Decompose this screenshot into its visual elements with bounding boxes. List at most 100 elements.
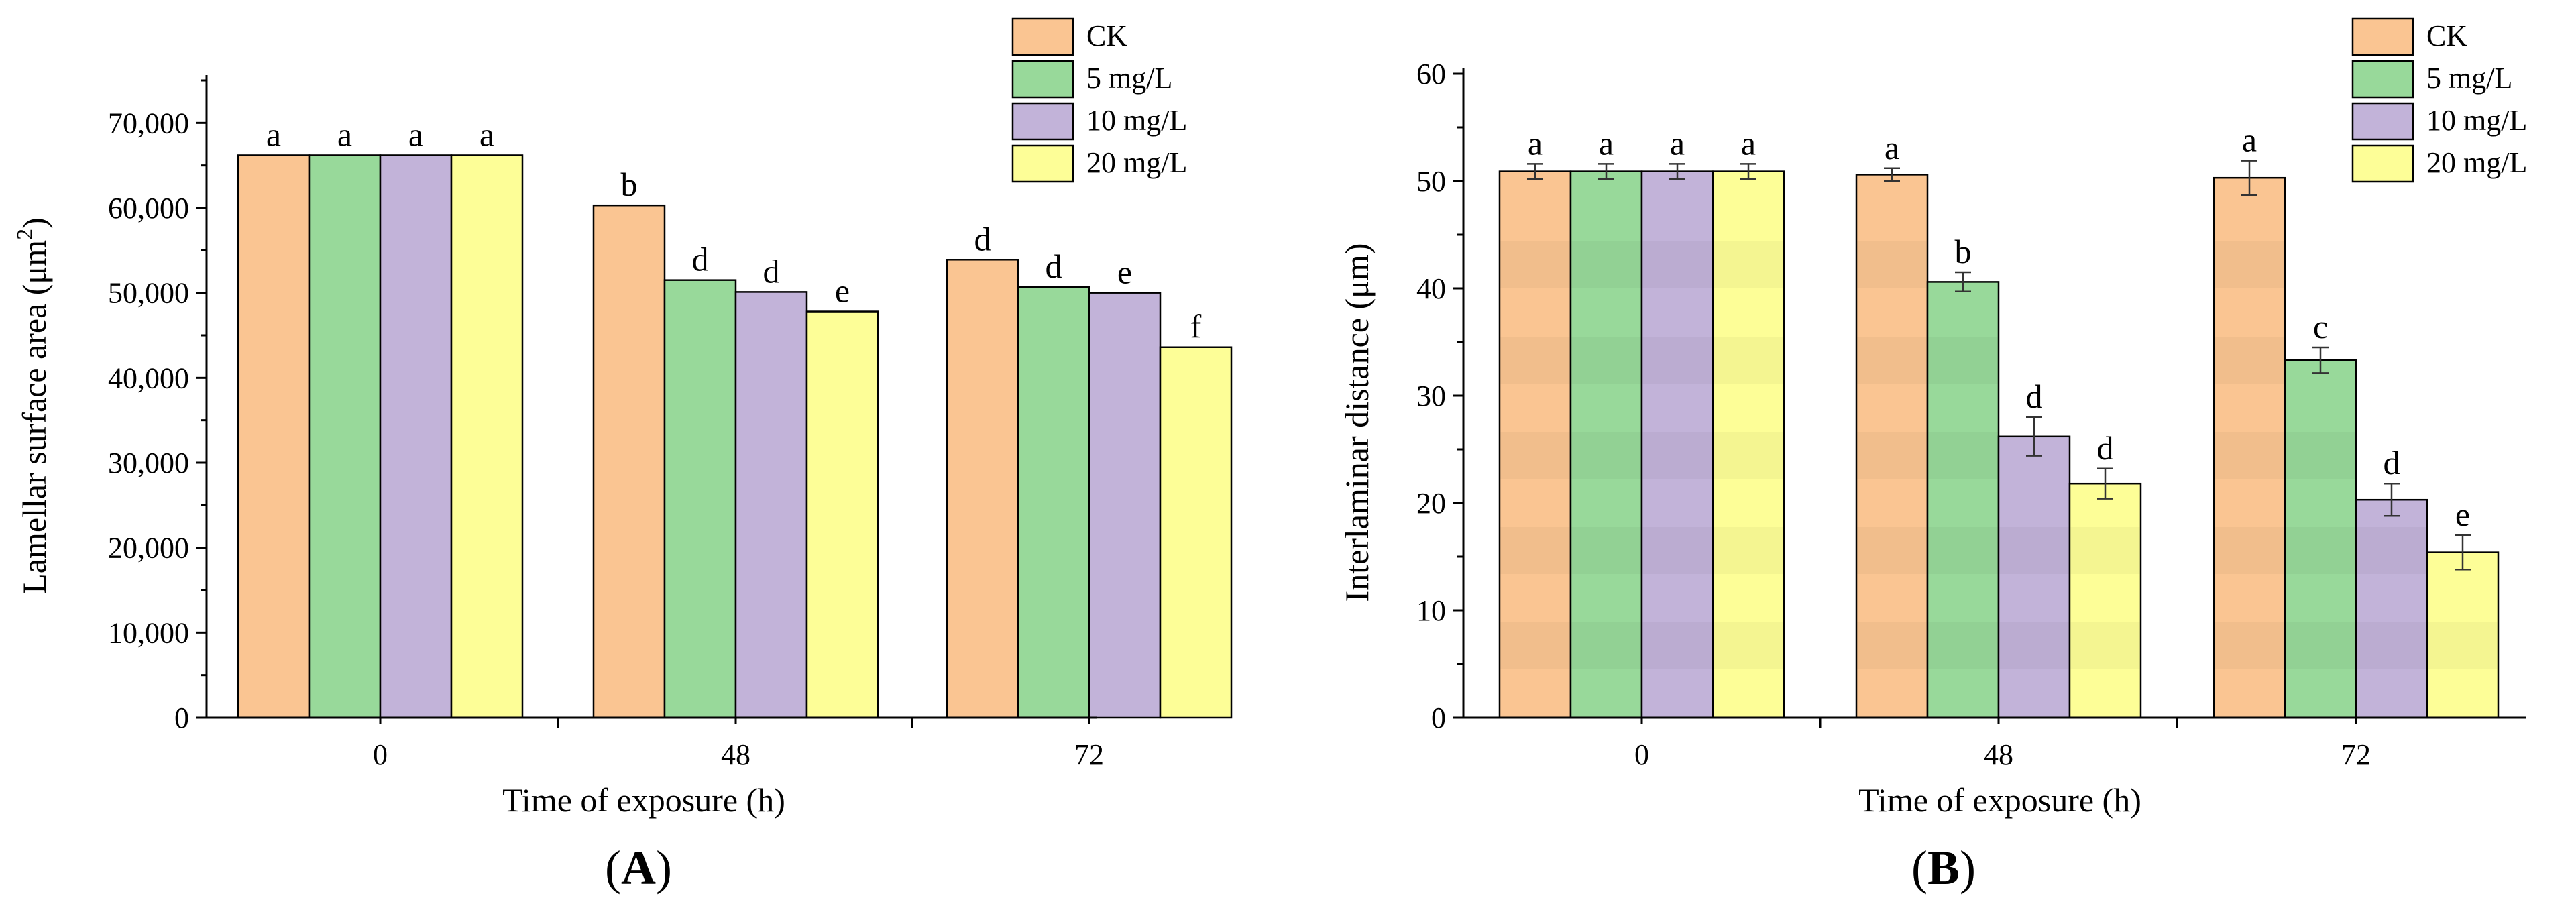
panel-a-y-tick-label: 30,000	[108, 447, 189, 479]
panel-b-bar-10-mg-l-0h	[1640, 170, 1714, 719]
panel-b-errorbar-10-mg-l-72h	[2384, 482, 2400, 517]
panel-a-y-tick-label: 20,000	[108, 532, 189, 565]
panel-b-errorbar-10-mg-l-48h	[2026, 416, 2042, 457]
panel-a-y-tick-label: 40,000	[108, 361, 189, 394]
panel-a-legend-swatch-5-mg-l	[1011, 60, 1074, 99]
panel-b-significance-letter: a	[1741, 124, 1756, 162]
panel-a-bar-5-mg-l-0h	[308, 154, 382, 719]
panel-a-bar-20-mg-l-0h	[450, 154, 524, 719]
panel-a-significance-letter: b	[621, 166, 638, 203]
panel-a-bar-ck-72h	[946, 259, 1019, 719]
panel-b-errorbar-5-mg-l-0h	[1598, 163, 1614, 180]
panel-b-bar-20-mg-l-48h	[2068, 482, 2142, 719]
panel-b-bar-20-mg-l-72h	[2426, 551, 2500, 719]
panel-a-x-tick-label: 0	[373, 738, 388, 771]
panel-b-significance-letter: a	[1528, 124, 1543, 162]
panel-b-bar-shading-20-mg-l-72h	[2428, 622, 2498, 669]
panel-b-y-tick-label: 60	[1416, 58, 1446, 91]
panel-b-bar-ck-72h	[2213, 176, 2286, 719]
panel-a-significance-letter: d	[763, 252, 780, 290]
panel-b-bar-ck-0h	[1498, 170, 1572, 719]
panel-b-bar-shading-5-mg-l-72h	[2286, 432, 2355, 669]
panel-b-legend-label-10-mg-l: 10 mg/L	[2426, 104, 2527, 137]
panel-a-y-tick-label: 70,000	[108, 107, 189, 139]
panel-b-x-tick-label: 0	[1634, 738, 1649, 771]
panel-b-legend-swatch-20-mg-l	[2351, 144, 2414, 183]
panel-b-legend-swatch-5-mg-l	[2351, 60, 2414, 99]
panel-b-significance-letter: a	[2242, 121, 2257, 159]
panel-a-significance-letter: a	[480, 115, 494, 153]
panel-a-bar-10-mg-l-0h	[379, 154, 453, 719]
panel-a-legend-label-ck: CK	[1086, 19, 1127, 52]
panel-b-legend: CK 5 mg/L 10 mg/L 20 mg/L	[2351, 17, 2527, 183]
panel-b-chart: a a a a b c a d d a d e 0 10 20 30 40 50 60 0 48 72 CK 5 mg/L 1…	[1338, 17, 2527, 895]
panel-a-ylabel: Lamellar surface area (μm2)	[13, 217, 53, 594]
panel-b-errorbar-20-mg-l-72h	[2455, 534, 2471, 571]
panel-a-significance-letter: f	[1190, 308, 1202, 345]
panel-a-label: (A)	[605, 841, 672, 895]
panel-a-legend-label-20-mg-l: 20 mg/L	[1086, 146, 1187, 179]
panel-b-bar-10-mg-l-48h	[1997, 435, 2071, 719]
panel-a-bar-20-mg-l-48h	[805, 310, 879, 719]
panel-b-bar-5-mg-l-0h	[1569, 170, 1643, 719]
panel-a-legend-label-10-mg-l: 10 mg/L	[1086, 104, 1187, 137]
panel-b-x-tick-label: 48	[1984, 738, 2013, 771]
panel-b-legend-label-5-mg-l: 5 mg/L	[2426, 62, 2512, 95]
panel-b-significance-letter: a	[1670, 124, 1685, 162]
panel-a-legend: CK 5 mg/L 10 mg/L 20 mg/L	[1011, 17, 1187, 183]
panel-b-legend-label-ck: CK	[2426, 19, 2467, 52]
panel-a-legend-swatch-10-mg-l	[1011, 102, 1074, 141]
panel-b-errorbar-ck-72h	[2241, 160, 2257, 196]
panel-b-y-tick-label: 20	[1416, 487, 1446, 520]
panel-b-errorbar-20-mg-l-0h	[1740, 163, 1756, 180]
panel-b-label: (B)	[1911, 841, 1976, 895]
panel-a-bar-ck-0h	[237, 154, 311, 719]
panel-a-xlabel: Time of exposure (h)	[502, 781, 785, 819]
panel-b-significance-letter: d	[2384, 444, 2400, 481]
panel-b-errorbar-5-mg-l-48h	[1955, 271, 1971, 293]
panel-a-y-tick-label: 60,000	[108, 192, 189, 225]
panel-a-significance-letter: a	[408, 115, 423, 153]
panel-b-significance-letter: a	[1599, 124, 1614, 162]
panel-b-xlabel: Time of exposure (h)	[1858, 781, 2141, 819]
panel-a-significance-letter: d	[692, 241, 709, 278]
panel-a-x-tick-label: 48	[721, 738, 750, 771]
panel-a-significance-letter: d	[1046, 247, 1062, 285]
panel-a-significance-letter: a	[266, 115, 281, 153]
panel-a-ylabel-close: )	[15, 217, 53, 229]
panel-b-bar-ck-48h	[1855, 174, 1929, 719]
panel-b-significance-letter: e	[2455, 496, 2470, 533]
panel-b-bar-10-mg-l-72h	[2355, 498, 2428, 719]
panel-a-bar-20-mg-l-72h	[1159, 346, 1233, 719]
panel-b-errorbar-ck-48h	[1884, 167, 1900, 182]
panel-a-legend-label-5-mg-l: 5 mg/L	[1086, 62, 1172, 95]
panel-b-y-tick-label: 10	[1416, 594, 1446, 627]
panel-b-y-tick-label: 40	[1416, 272, 1446, 305]
panel-b-significance-letter: d	[2097, 429, 2114, 467]
panel-a-bar-10-mg-l-48h	[734, 291, 808, 719]
panel-a-chart: a b d a d d a d e a e f 0 10,000 20,000 30,000 40,000 50,…	[13, 17, 1233, 895]
panel-a-x-tick-label: 72	[1074, 738, 1104, 771]
panel-a-y-tick-label: 0	[174, 701, 189, 734]
panel-b-legend-label-20-mg-l: 20 mg/L	[2426, 146, 2527, 179]
panel-b-errorbar-10-mg-l-0h	[1669, 163, 1685, 180]
panel-b-bar-5-mg-l-72h	[2284, 359, 2357, 719]
panel-b-ylabel: Interlaminar distance (μm)	[1338, 243, 1376, 602]
panel-b-significance-letter: d	[2026, 378, 2043, 415]
panel-a-significance-letter: e	[835, 272, 850, 310]
panel-a-ylabel-main: Lamellar surface area (μm	[15, 240, 53, 594]
panel-a-bar-10-mg-l-72h	[1088, 292, 1162, 719]
panel-b-legend-swatch-ck	[2351, 17, 2414, 56]
panel-b-y-tick-label: 30	[1416, 380, 1446, 412]
panel-b-bar-20-mg-l-0h	[1712, 170, 1785, 719]
panel-a-bar-5-mg-l-48h	[663, 279, 737, 719]
panel-a-bar-ck-48h	[592, 204, 666, 719]
panel-b-x-tick-label: 72	[2341, 738, 2371, 771]
panel-b-y-tick-label: 0	[1431, 701, 1446, 734]
panel-a-significance-letter: e	[1117, 253, 1132, 291]
panel-a-ylabel-sup: 2	[13, 229, 38, 240]
panel-a-legend-swatch-20-mg-l	[1011, 144, 1074, 183]
panel-a-y-tick-label: 10,000	[108, 616, 189, 649]
panel-b-legend-swatch-10-mg-l	[2351, 102, 2414, 141]
